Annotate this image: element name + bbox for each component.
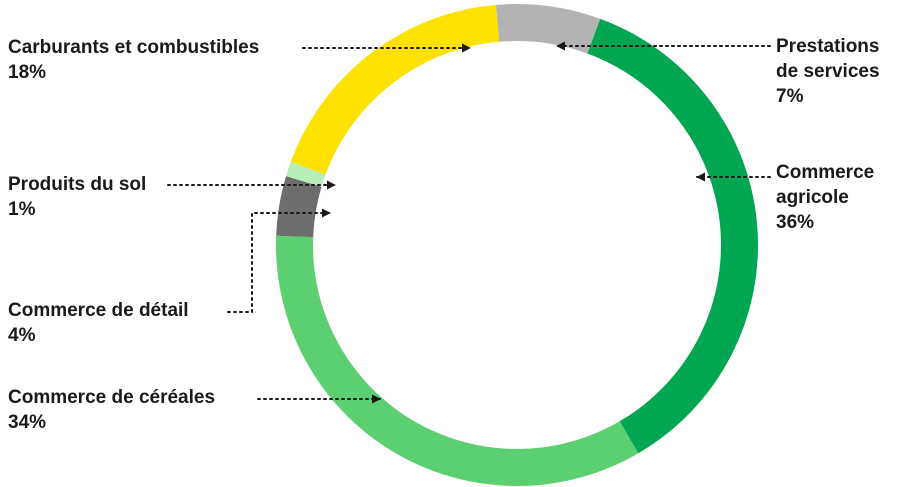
label-name: Commerce [776,162,875,183]
label-name: agricole [776,187,849,208]
label-percent: 18% [8,62,47,83]
label-produits-du-sol: Produits du sol 1% [8,172,146,222]
label-commerce-de-detail: Commerce de détail 4% [8,298,189,348]
slice-carburants-et-combustibles [290,4,500,175]
label-name: Prestations [776,36,880,57]
label-leaders [167,41,771,404]
label-name: Commerce de détail [8,300,189,321]
label-percent: 1% [8,199,36,220]
slice-prestations-de-services [495,4,601,54]
label-prestations-de-services: Prestations de services 7% [776,34,880,109]
leader-commerce-de-detail [227,208,331,313]
label-percent: 34% [8,412,47,433]
label-commerce-de-cereales: Commerce de céréales 34% [8,385,215,435]
slice-commerce-de-cereales [276,235,639,487]
donut-slices [276,4,759,487]
slice-produits-du-sol [286,161,326,187]
label-name: Commerce de céréales [8,387,216,408]
label-percent: 36% [776,212,815,233]
label-carburants-et-combustibles: Carburants et combustibles 18% [8,35,259,85]
label-percent: 4% [8,325,36,346]
label-name: de services [776,61,880,82]
label-commerce-agricole: Commerce agricole 36% [776,160,874,235]
label-name: Carburants et combustibles [8,37,260,58]
slice-commerce-agricole [587,18,759,454]
label-name: Produits du sol [8,174,147,195]
label-percent: 7% [776,86,804,107]
slice-commerce-de-detail [276,176,322,238]
